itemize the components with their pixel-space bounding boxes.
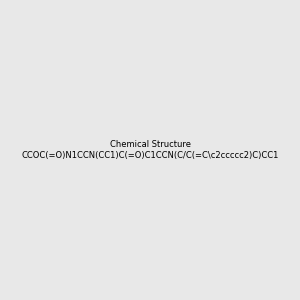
Text: Chemical Structure
CCOC(=O)N1CCN(CC1)C(=O)C1CCN(C/C(=C\c2ccccc2)C)CC1: Chemical Structure CCOC(=O)N1CCN(CC1)C(=… xyxy=(21,140,279,160)
